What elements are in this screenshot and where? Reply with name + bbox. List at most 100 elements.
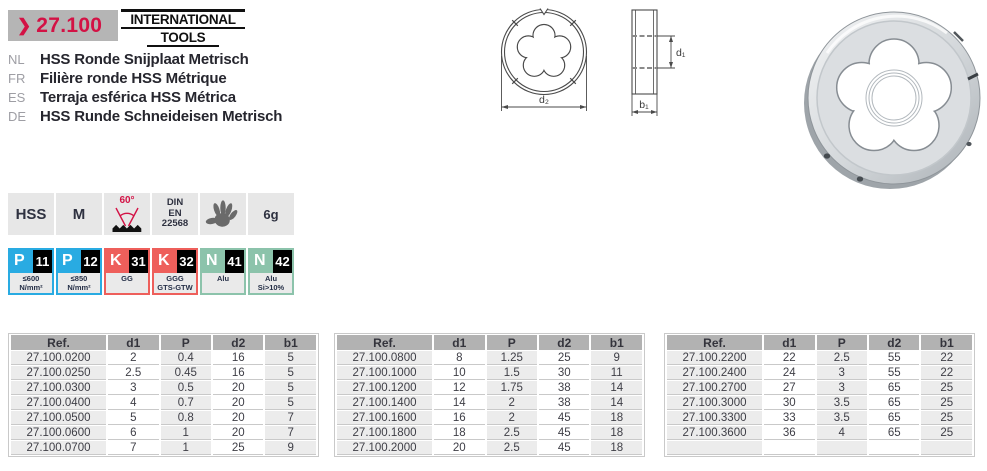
table-row: 27.100.0500 5 0.8 20 7 xyxy=(11,411,316,425)
table-cell: 1.25 xyxy=(486,351,537,365)
table-cell: 14 xyxy=(591,396,642,410)
setscrew-dot xyxy=(966,141,972,147)
table-cell: 27.100.0500 xyxy=(11,411,107,425)
table-cell: 3 xyxy=(816,381,867,395)
column-header: Ref. xyxy=(11,335,107,350)
badge-top: P 12 xyxy=(58,250,100,273)
table-row: 27.100.2200 22 2.5 55 22 xyxy=(667,351,972,365)
split-slot xyxy=(953,31,964,42)
table-cell: 5 xyxy=(108,411,159,425)
table-cell: 38 xyxy=(539,396,590,410)
table-cell: 20 xyxy=(213,426,264,440)
badge-top: K 31 xyxy=(106,250,148,273)
table-cell: 22 xyxy=(764,351,815,365)
table-cell: 18 xyxy=(591,426,642,440)
table-cell: 25 xyxy=(921,411,972,425)
table-cell: 10 xyxy=(434,366,485,380)
table-cell: 2 xyxy=(486,411,537,425)
table-row: 27.100.0400 4 0.7 20 5 xyxy=(11,396,316,410)
table-cell: 65 xyxy=(869,426,920,440)
badge-number: 12 xyxy=(81,250,100,273)
material-badge: N 41 Alu xyxy=(200,248,246,295)
table-cell: 27.100.0250 xyxy=(11,366,107,380)
table-cell xyxy=(764,441,815,455)
material-badges: P 11 ≤600 N/mm² P 12 ≤850 N/mm² K 31 GG K 32 GGG GTS… xyxy=(8,248,294,295)
badge-desc-line: Si>10% xyxy=(257,282,285,292)
material-badge: P 11 ≤600 N/mm² xyxy=(8,248,54,295)
table-row: 27.100.2000 20 2.5 45 18 xyxy=(337,441,642,455)
table-cell: 0.45 xyxy=(160,366,211,380)
reference-code: 27.100 xyxy=(36,13,103,37)
product-title: HSS Runde Schneideisen Metrisch xyxy=(40,108,283,125)
column-header: d2 xyxy=(539,335,590,350)
table-cell: 27.100.2200 xyxy=(667,351,763,365)
column-header: P xyxy=(160,335,211,350)
brand-logo-line2: TOOLS xyxy=(146,31,220,47)
dim-label-d1: d₁ xyxy=(676,47,686,59)
reference-code-badge: ❯ 27.100 xyxy=(8,10,118,41)
table-cell: 0.8 xyxy=(160,411,211,425)
product-photo xyxy=(804,11,981,189)
material-label: HSS xyxy=(15,205,47,223)
table-cell: 25 xyxy=(921,426,972,440)
table-cell: 38 xyxy=(539,381,590,395)
badge-top: K 32 xyxy=(154,250,196,273)
table-cell: 2.5 xyxy=(816,351,867,365)
badge-desc-line: GG xyxy=(121,274,133,283)
column-header: b1 xyxy=(265,335,316,350)
badge-desc-line: GTS-GTW xyxy=(157,282,193,292)
product-title-row: ES Terraja esférica HSS Métrica xyxy=(8,88,282,107)
table-cell: 18 xyxy=(434,426,485,440)
badge-letter: K xyxy=(106,250,129,273)
table-cell: 27.100.2700 xyxy=(667,381,763,395)
table-cell xyxy=(667,441,763,455)
language-label: DE xyxy=(8,109,27,124)
spec-box-din-standard: DIN EN 22568 xyxy=(152,193,198,235)
table-cell: 27.100.3600 xyxy=(667,426,763,440)
table-cell: 36 xyxy=(764,426,815,440)
language-label: NL xyxy=(8,52,25,67)
table-cell: 27.100.1200 xyxy=(337,381,433,395)
technical-drawing: d₂ d₁ b₁ xyxy=(500,7,686,116)
badge-desc-line: Alu xyxy=(216,274,230,283)
product-title-row: FR Filière ronde HSS Métrique xyxy=(8,69,282,88)
dim-label-b1: b₁ xyxy=(639,99,649,111)
table-cell: 45 xyxy=(539,426,590,440)
table-cell xyxy=(921,441,972,455)
table-cell: 45 xyxy=(539,411,590,425)
badge-description: GG xyxy=(106,273,148,293)
chevron-icon: ❯ xyxy=(17,16,32,35)
table-cell: 3 xyxy=(816,366,867,380)
table-row: 27.100.0800 8 1.25 25 9 xyxy=(337,351,642,365)
din-standard-line: DIN xyxy=(166,197,184,209)
badge-number: 42 xyxy=(273,250,292,273)
product-title-row: NL HSS Ronde Snijplaat Metrisch xyxy=(8,50,282,69)
table-cell: 27.100.0800 xyxy=(337,351,433,365)
column-header: Ref. xyxy=(337,335,433,350)
brand-logo-line1: INTERNATIONAL xyxy=(121,9,245,29)
table-cell: 27.100.0200 xyxy=(11,351,107,365)
table-cell: 27.100.0400 xyxy=(11,396,107,410)
table-row: 27.100.0300 3 0.5 20 5 xyxy=(11,381,316,395)
die-bore-outline xyxy=(516,23,572,77)
badge-top: P 11 xyxy=(10,250,52,273)
column-header: d1 xyxy=(434,335,485,350)
badge-top: N 41 xyxy=(202,250,244,273)
material-badge: K 31 GG xyxy=(104,248,150,295)
table-cell: 25 xyxy=(539,351,590,365)
hand-icon xyxy=(205,200,238,227)
table-cell: 5 xyxy=(265,366,316,380)
spec-box-material: HSS xyxy=(8,193,54,235)
spec-box-tolerance: 6g xyxy=(248,193,294,235)
table-cell: 45 xyxy=(539,441,590,455)
table-cell: 1.75 xyxy=(486,381,537,395)
table-cell: 30 xyxy=(764,396,815,410)
table-row: 27.100.0200 2 0.4 16 5 xyxy=(11,351,316,365)
badge-description: ≤850 N/mm² xyxy=(58,273,100,293)
